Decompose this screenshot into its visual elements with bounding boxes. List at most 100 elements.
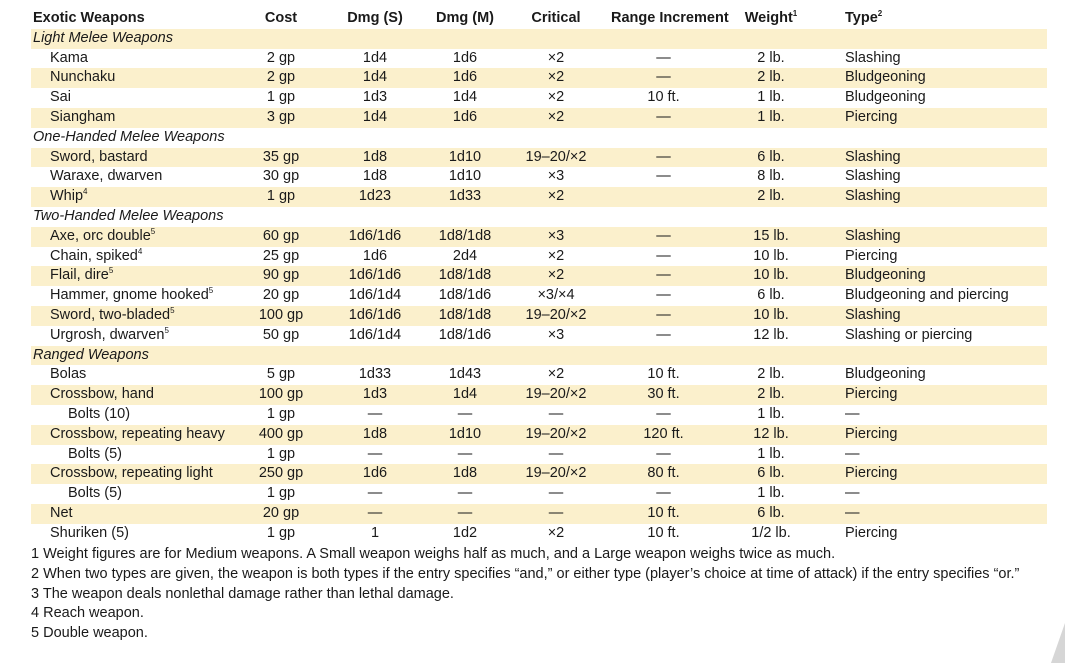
header-cost: Cost [264,10,298,26]
footnotes: 1 Weight figures are for Medium weapons.… [31,545,1041,644]
cell-cost: 2 gp [266,69,296,86]
cell-range: 10 ft. [647,366,680,383]
cell-weight: 2 lb. [757,366,785,383]
cell-range: — [656,69,671,86]
cell-cost: 1 gp [266,405,296,422]
cell-weight: 8 lb. [757,168,785,185]
cell-type: Slashing or piercing [845,326,973,343]
cell-dmg-m: 1d10 [448,168,482,185]
cell-dmg-m: — [457,445,473,462]
cell-range: 30 ft. [647,386,680,403]
cell-critical: ×2 [547,49,565,66]
cell-dmg-m: 1d10 [448,148,482,165]
table-row: Shuriken (5) 1 gp 1 1d2 ×2 10 ft. 1/2 lb. Pierc… [31,524,1047,544]
cell-type: Slashing [845,148,901,165]
cell-range: — [656,405,671,422]
category-label: One-Handed Melee Weapons [33,128,225,145]
cell-weight: 2 lb. [757,49,785,66]
cell-dmg-s: 1d8 [362,425,388,442]
cell-cost: 20 gp [262,504,300,521]
weapon-name: Bolts (5) [68,485,122,502]
weapon-name: Bolas [50,366,87,383]
cell-type: Bludgeoning [845,69,926,86]
cell-critical: ×3 [547,227,565,244]
cell-dmg-m: 1d8/1d6 [438,326,492,343]
cell-type: Piercing [845,425,898,442]
header-name: Exotic Weapons [33,10,145,26]
cell-range: — [656,108,671,125]
cell-dmg-s: 1d3 [362,386,388,403]
weapon-name: Crossbow, repeating heavy [50,425,225,442]
table-row: Urgrosh, dwarven5 50 gp 1d6/1d4 1d8/1d6 ×3 — 1… [31,326,1047,346]
cell-dmg-s: 1d6 [362,465,388,482]
cell-dmg-m: 1d8/1d8 [438,227,492,244]
cell-range: — [656,485,671,502]
footnote: 2 When two types are given, the weapon i… [31,565,1020,582]
cell-dmg-s: 1d3 [362,89,388,106]
cell-critical: — [548,485,564,502]
table-header-row: Exotic Weapons Cost Dmg (S) Dmg (M) Crit… [31,9,1047,29]
cell-critical: ×2 [547,247,565,264]
footnote: 5 Double weapon. [31,625,148,642]
cell-cost: 5 gp [266,366,296,383]
cell-critical: ×3 [547,168,565,185]
cell-critical: 19–20/×2 [525,465,587,482]
table-row: Sai 1 gp 1d3 1d4 ×2 10 ft. 1 lb. Bludgeoning [31,88,1047,108]
cell-weight: 2 lb. [757,386,785,403]
cell-dmg-m: — [457,405,473,422]
table-row: Crossbow, repeating light 250 gp 1d6 1d8 19–… [31,464,1047,485]
cell-cost: 1 gp [266,188,296,205]
cell-cost: 30 gp [262,168,300,185]
cell-type: — [845,405,860,422]
footnote: 3 The weapon deals nonlethal damage rath… [31,585,454,602]
cell-cost: 60 gp [262,227,300,244]
cell-dmg-m: — [457,504,473,521]
cell-cost: 3 gp [266,108,296,125]
cell-dmg-s: 1d6/1d6 [348,267,402,284]
cell-dmg-m: 1d6 [452,108,478,125]
cell-critical: 19–20/×2 [525,425,587,442]
table-row: Whip4 1 gp 1d23 1d33 ×2 2 lb. Slashing [31,187,1047,207]
cell-critical: ×3 [547,326,565,343]
cell-cost: 1 gp [266,445,296,462]
cell-dmg-s: 1d6 [362,247,388,264]
cell-dmg-s: — [367,504,383,521]
cell-weight: 10 lb. [753,267,789,284]
weapon-name: Whip4 [50,187,88,205]
cell-weight: 6 lb. [757,287,785,304]
table-row: Bolas 5 gp 1d33 1d43 ×2 10 ft. 2 lb. Bludgeonin… [31,365,1047,385]
cell-dmg-m: 1d8/1d8 [438,267,492,284]
cell-dmg-s: — [367,485,383,502]
cell-critical: — [548,405,564,422]
header-dmg-small: Dmg (S) [347,10,403,26]
cell-dmg-s: — [367,445,383,462]
cell-critical: ×2 [547,69,565,86]
table-row: Hammer, gnome hooked5 20 gp 1d6/1d4 1d8/1d6… [31,286,1047,306]
cell-critical: — [548,504,564,521]
cell-weight: 1 lb. [757,445,785,462]
cell-range: 80 ft. [647,465,680,482]
cell-weight: 6 lb. [757,148,785,165]
cell-type: Slashing [845,306,901,323]
header-range-increment: Range Increment [611,10,729,26]
cell-weight: 6 lb. [757,465,785,482]
cell-range: — [656,306,671,323]
cell-weight: 6 lb. [757,504,785,521]
cell-dmg-s: 1d33 [358,366,392,383]
cell-critical: 19–20/×2 [525,386,587,403]
cell-type: Slashing [845,49,901,66]
header-dmg-medium: Dmg (M) [436,10,494,26]
cell-dmg-s: 1d8 [362,168,388,185]
cell-critical: ×2 [547,188,565,205]
cell-cost: 250 gp [258,465,304,482]
cell-weight: 2 lb. [757,69,785,86]
cell-range: — [656,227,671,244]
weapon-name: Siangham [50,108,116,125]
cell-type: Slashing [845,227,901,244]
table-row: Sword, bastard 35 gp 1d8 1d10 19–20/×2 — 6 lb.… [31,147,1047,168]
cell-weight: 1 lb. [757,89,785,106]
cell-weight: 12 lb. [753,425,789,442]
cell-range: — [656,287,671,304]
cell-dmg-s: 1d4 [362,49,388,66]
table-row: Sword, two-bladed5 100 gp 1d6/1d6 1d8/1d8 19… [31,305,1047,326]
